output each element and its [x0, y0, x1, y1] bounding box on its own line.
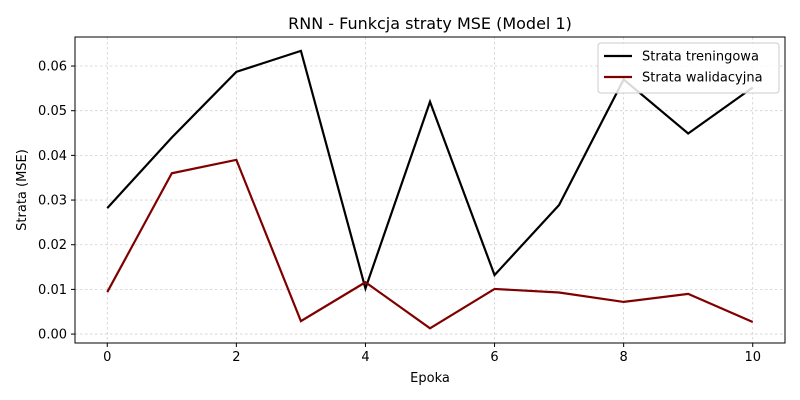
- y-tick-label: 0.03: [38, 194, 67, 209]
- plot-frame: [74, 36, 786, 344]
- x-axis-label: Epoka: [410, 371, 450, 386]
- x-tick-label: 0: [103, 350, 111, 365]
- legend-label: Strata treningowa: [642, 50, 759, 65]
- legend-box: [597, 42, 780, 94]
- x-tick-label: 10: [744, 350, 761, 365]
- y-tick-label: 0.06: [38, 60, 67, 75]
- y-axis: 0.00 0.01 0.02 0.03 0.04 0.05 0.06: [38, 60, 75, 343]
- y-tick-label: 0.04: [38, 149, 67, 164]
- y-tick-label: 0.00: [38, 328, 67, 343]
- series-line-training: [106, 49, 754, 293]
- x-axis: 0 2 4 6 8 10: [103, 343, 761, 365]
- series-layer: [106, 49, 754, 330]
- y-tick-label: 0.02: [38, 238, 67, 253]
- y-axis-label: Strata (MSE): [15, 149, 30, 231]
- x-tick-label: 6: [490, 350, 498, 365]
- legend: Strata treningowa Strata walidacyjna: [597, 42, 780, 94]
- y-tick-label: 0.01: [38, 283, 67, 298]
- x-tick-label: 8: [619, 350, 627, 365]
- y-tick-label: 0.05: [38, 104, 67, 119]
- chart-title: RNN - Funkcja straty MSE (Model 1): [288, 14, 572, 33]
- x-tick-label: 2: [232, 350, 240, 365]
- legend-label: Strata walidacyjna: [642, 71, 763, 86]
- series-line-validation: [106, 158, 754, 330]
- x-tick-label: 4: [361, 350, 369, 365]
